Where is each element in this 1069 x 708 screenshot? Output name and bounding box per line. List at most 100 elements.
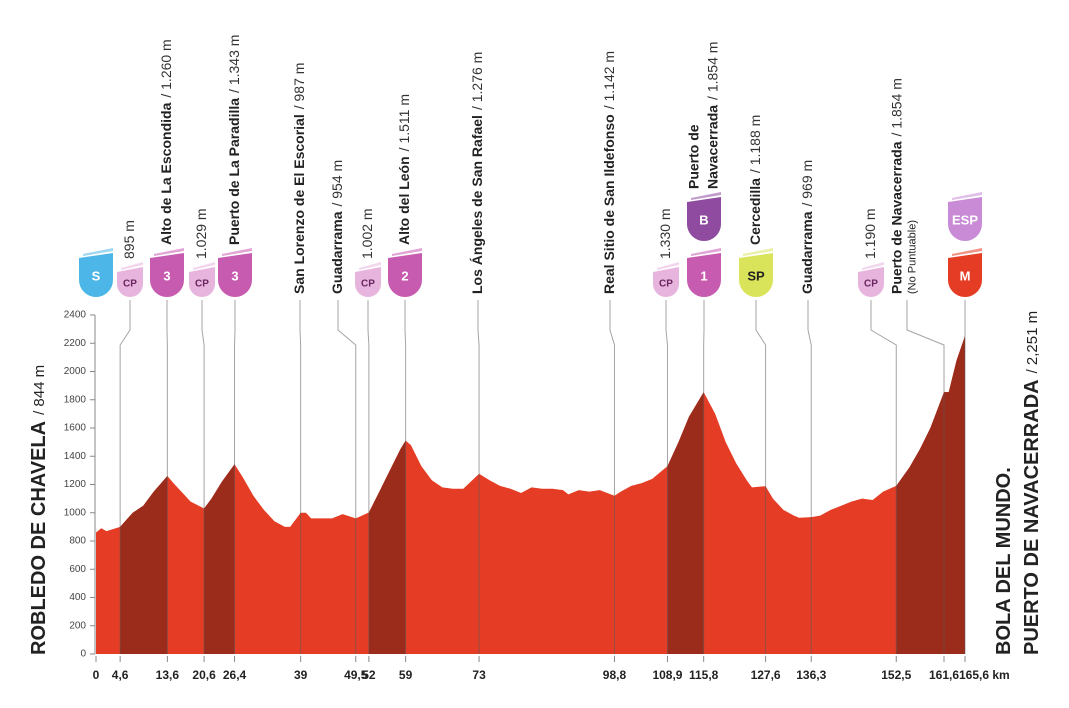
marker-label: 2	[401, 268, 408, 283]
finish-name: PUERTO DE NAVACERRADA	[1021, 379, 1043, 655]
leader-line	[299, 300, 302, 654]
point-name: Guadarrama	[799, 211, 815, 294]
point-altitude: / 987 m	[291, 63, 307, 110]
climb-segment	[120, 336, 168, 654]
marker: 1	[687, 248, 721, 297]
x-tick-label: 108,9	[652, 668, 682, 682]
point-altitude: / 1.854 m	[704, 42, 720, 100]
leader-line	[201, 300, 205, 654]
marker-flag	[952, 192, 982, 200]
climb-segment	[667, 336, 704, 654]
leader-line	[477, 300, 480, 654]
x-tick-label: 20,6	[192, 668, 216, 682]
point-altitude: / 1.188 m	[747, 115, 763, 173]
marker-shape	[189, 267, 215, 297]
y-tick-label: 400	[69, 592, 86, 603]
marker-shape	[150, 253, 184, 297]
point-label: 1.330 m	[657, 208, 673, 259]
point-altitude: / 1.511 m	[396, 94, 412, 151]
y-tick-label: 1400	[64, 451, 87, 462]
marker-flag	[691, 248, 721, 256]
marker-flag	[193, 262, 215, 270]
marker: CP	[355, 262, 381, 297]
profile-area	[96, 336, 965, 654]
y-tick-label: 1600	[64, 423, 87, 434]
y-tick-label: 600	[69, 564, 86, 575]
x-tick-label: 52	[362, 668, 376, 682]
marker-label: S	[92, 268, 101, 283]
marker-flag	[359, 262, 381, 270]
marker-shape	[948, 253, 982, 297]
y-tick-label: 800	[69, 536, 86, 547]
point-altitude: 1.002 m	[359, 208, 375, 259]
marker-label: CP	[123, 279, 137, 290]
x-tick-label: 152,5	[881, 668, 911, 682]
marker-shape	[739, 253, 773, 297]
x-tick-label: 165,6 km	[959, 668, 1010, 682]
marker-flag	[952, 248, 982, 256]
leader-line	[119, 300, 131, 654]
point-altitude: 895 m	[121, 220, 137, 259]
marker-label: 3	[163, 268, 170, 283]
marker-shape	[218, 253, 252, 297]
point-name: Real Sitio de San Ildefonso	[601, 114, 617, 294]
finish-label: BOLA DEL MUNDO.	[993, 467, 1015, 655]
marker: CP	[117, 262, 143, 297]
marker-flag	[862, 262, 884, 270]
marker: ESP	[948, 192, 982, 241]
point-name: Puerto de	[685, 124, 701, 189]
marker-label: 1	[700, 268, 707, 283]
marker-flag	[657, 262, 679, 270]
point-label: Alto del León / 1.511 m	[396, 94, 412, 245]
start-name: ROBLEDO DE CHAVELA	[28, 421, 50, 655]
marker-flag	[83, 248, 113, 256]
leader-line	[807, 300, 812, 654]
x-tick-label: 59	[399, 668, 413, 682]
point-label: Guadarrama / 954 m	[329, 160, 345, 294]
x-tick-label: 98,8	[603, 668, 627, 682]
marker-label: CP	[659, 279, 673, 290]
leader-line	[665, 300, 668, 654]
x-tick-label: 136,3	[796, 668, 826, 682]
y-tick-label: 1800	[64, 394, 87, 405]
point-label: Guadarrama / 969 m	[799, 160, 815, 294]
marker-shape	[653, 267, 679, 297]
marker: CP	[189, 262, 215, 297]
leader-line	[367, 300, 370, 654]
point-altitude: / 969 m	[799, 160, 815, 207]
point-label: Puerto de	[685, 124, 701, 189]
point-label: Los Ángeles de San Rafael / 1.276 m	[469, 52, 485, 294]
marker-label: CP	[361, 279, 375, 290]
y-tick-label: 1000	[64, 507, 87, 518]
point-altitude: / 954 m	[329, 160, 345, 207]
marker: CP	[858, 262, 884, 297]
x-tick-label: 49,5	[344, 668, 368, 682]
x-tick-label: 161,6	[929, 668, 959, 682]
climb-segment	[896, 336, 965, 654]
marker: S	[79, 248, 113, 297]
finish-label: PUERTO DE NAVACERRADA / 2,251 m	[1021, 311, 1043, 655]
point-label: Alto de La Escondida / 1.260 m	[158, 39, 174, 245]
marker-shape	[117, 267, 143, 297]
x-tick-label: 39	[294, 668, 308, 682]
point-name: Puerto de La Paradilla	[226, 98, 242, 245]
point-label: 1.029 m	[193, 208, 209, 259]
marker-label: CP	[864, 279, 878, 290]
marker: 2	[388, 248, 422, 297]
x-tick-label: 13,6	[156, 668, 180, 682]
marker-flag	[392, 248, 422, 256]
point-label: Puerto de La Paradilla / 1.343 m	[226, 35, 242, 245]
y-tick-label: 2200	[64, 338, 87, 349]
point-altitude: / 1.260 m	[158, 39, 174, 97]
point-label: Navacerrada / 1.854 m	[704, 42, 720, 189]
leader-line	[404, 300, 407, 654]
point-name: Los Ángeles de San Rafael	[469, 115, 485, 294]
marker-shape	[388, 253, 422, 297]
leader-line	[870, 300, 897, 654]
point-altitude: 1.029 m	[193, 208, 209, 259]
point-label: Puerto de Navacerrada / 1.854 m	[888, 78, 904, 294]
finish-name: BOLA DEL MUNDO.	[993, 467, 1015, 655]
point-name: San Lorenzo de El Escorial	[291, 114, 307, 294]
leader-line	[755, 300, 767, 654]
